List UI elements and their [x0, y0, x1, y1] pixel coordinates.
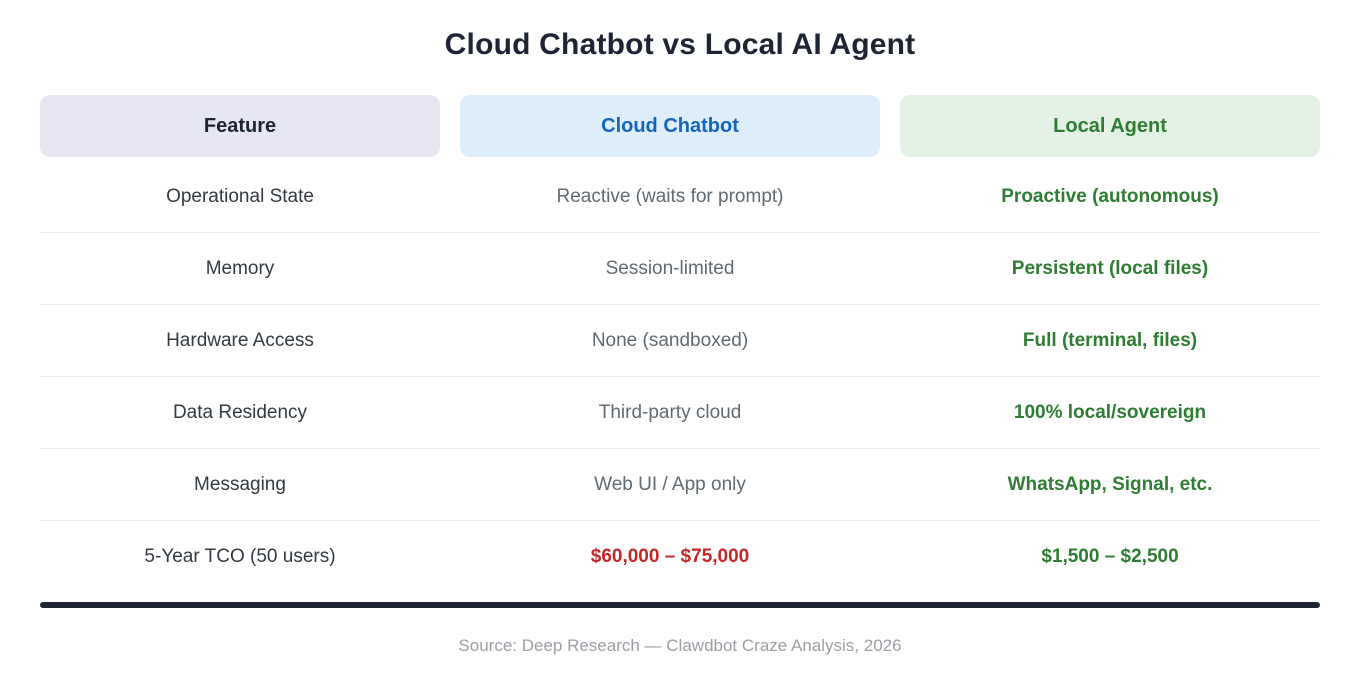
table-row-hardware-access: Hardware Access None (sandboxed) Full (t…: [40, 305, 1320, 377]
table-row-memory: Memory Session-limited Persistent (local…: [40, 233, 1320, 305]
table-header-row: Feature Cloud Chatbot Local Agent: [40, 95, 1320, 157]
feature-cell: Messaging: [194, 473, 286, 495]
table-row-operational-state: Operational State Reactive (waits for pr…: [40, 161, 1320, 233]
local-value-cell: Proactive (autonomous): [1001, 185, 1219, 207]
table-row-data-residency: Data Residency Third-party cloud 100% lo…: [40, 377, 1320, 449]
cloud-value-cell: None (sandboxed): [591, 329, 749, 351]
column-header-cloud-chatbot: Cloud Chatbot: [460, 95, 880, 157]
table-row-5-year-tco: 5-Year TCO (50 users) $60,000 – $75,000 …: [40, 521, 1320, 593]
local-value-cell: 100% local/sovereign: [1013, 401, 1207, 423]
cloud-value-cell: Session-limited: [605, 257, 735, 279]
column-header-local-agent: Local Agent: [900, 95, 1320, 157]
table-row-messaging: Messaging Web UI / App only WhatsApp, Si…: [40, 449, 1320, 521]
cloud-value-cell: Third-party cloud: [598, 401, 742, 423]
local-value-cell: Full (terminal, files): [1022, 329, 1198, 351]
local-value-cell: Persistent (local files): [1011, 257, 1209, 279]
feature-cell: 5-Year TCO (50 users): [144, 546, 336, 567]
table-body: Operational State Reactive (waits for pr…: [40, 161, 1320, 593]
feature-cell: Data Residency: [172, 401, 308, 423]
local-value-cell: WhatsApp, Signal, etc.: [1007, 473, 1213, 495]
local-value-cell: $1,500 – $2,500: [1041, 546, 1179, 567]
feature-cell: Memory: [205, 257, 275, 279]
source-caption: Source: Deep Research — Clawdbot Craze A…: [458, 636, 902, 655]
cloud-value-cell: Reactive (waits for prompt): [556, 185, 784, 207]
feature-cell: Hardware Access: [166, 329, 314, 351]
cloud-value-cell: $60,000 – $75,000: [590, 546, 750, 567]
chart-title: Cloud Chatbot vs Local AI Agent: [444, 28, 916, 61]
column-header-feature: Feature: [40, 95, 440, 157]
cloud-value-cell: Web UI / App only: [594, 473, 746, 495]
bottom-rule: [40, 602, 1320, 608]
feature-cell: Operational State: [166, 185, 314, 207]
